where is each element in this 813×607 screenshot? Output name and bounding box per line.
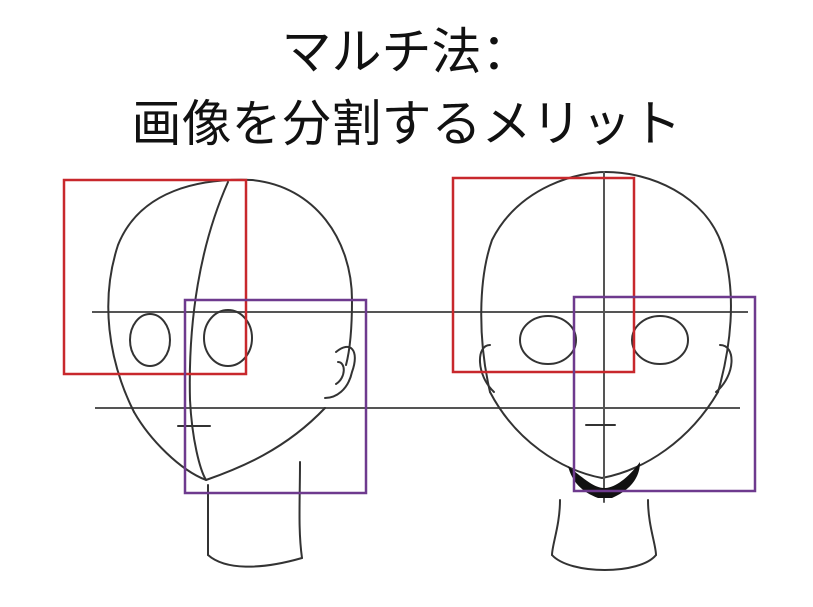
head-outline xyxy=(480,170,732,393)
neck-right xyxy=(647,499,657,556)
ear xyxy=(324,345,356,399)
left-red-box xyxy=(62,178,248,376)
right-eye xyxy=(203,309,253,367)
left-eye xyxy=(519,315,577,365)
neck-base xyxy=(207,554,303,568)
left-eye xyxy=(129,313,171,367)
right-eye xyxy=(631,315,689,365)
neck-shadow xyxy=(568,462,640,498)
center-line xyxy=(188,181,229,481)
jaw-outline xyxy=(489,391,719,480)
title-line-2: 画像を分割するメリット xyxy=(131,95,682,153)
right-purple-box xyxy=(572,295,757,493)
right-red-box xyxy=(451,176,636,374)
neck-right xyxy=(298,461,303,559)
front-view-head xyxy=(478,170,733,571)
neck-left xyxy=(551,499,561,556)
title-line-1: マルチ法： xyxy=(281,23,532,81)
left-purple-box xyxy=(183,298,368,495)
left-ear xyxy=(478,344,495,393)
ear-inner xyxy=(335,361,345,385)
head-outline xyxy=(107,178,354,413)
neck-base xyxy=(551,554,657,571)
jaw-outline xyxy=(133,407,326,482)
right-ear xyxy=(715,344,733,393)
